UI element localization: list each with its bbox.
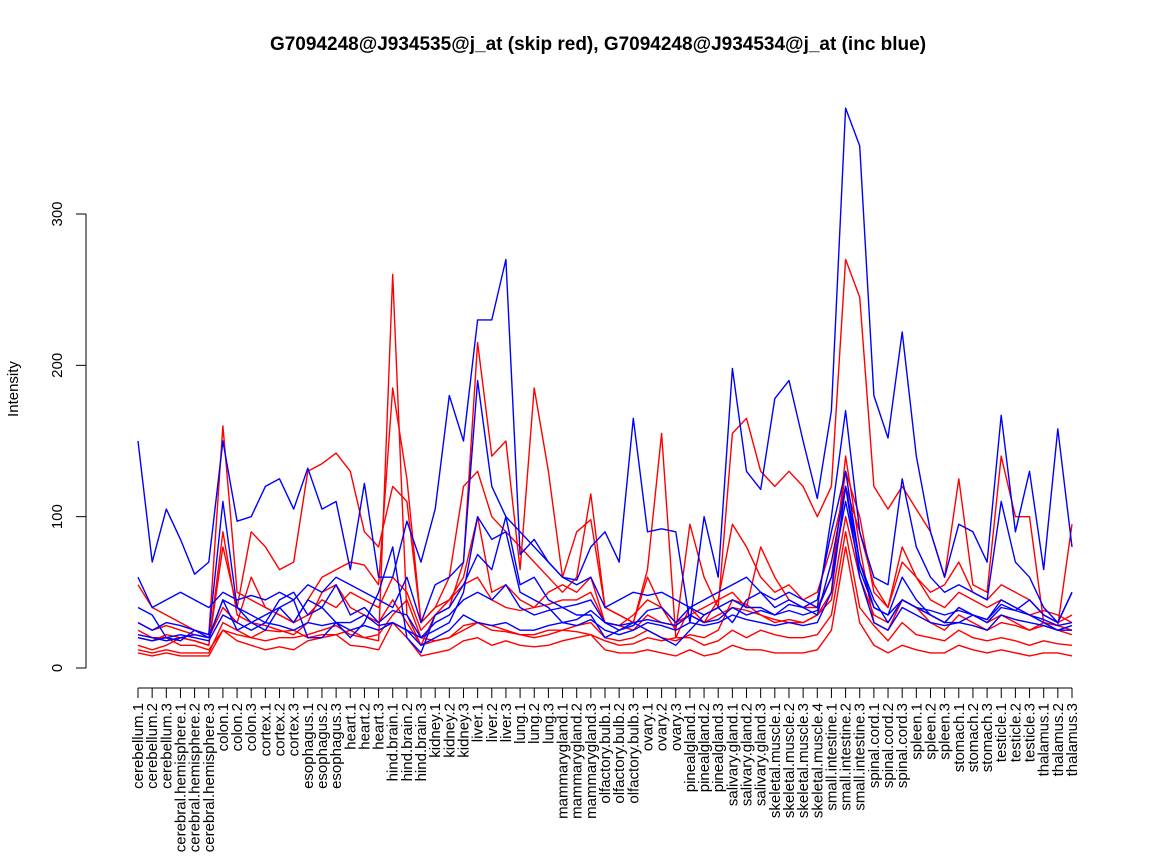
x-tick-label: cortex.2 xyxy=(272,703,289,756)
x-tick-label: spleen.2 xyxy=(922,703,939,760)
y-tick-label: 300 xyxy=(49,201,66,226)
x-tick-label: cerebral.hemisphere.3 xyxy=(201,703,218,852)
x-tick-label: salivary.gland.2 xyxy=(739,703,756,806)
x-tick-label: olfactory.bulb.3 xyxy=(625,703,642,804)
x-tick-label: thalamus.3 xyxy=(1064,703,1081,776)
x-tick-label: cerebral.hemisphere.2 xyxy=(187,703,204,852)
x-axis: cerebellum.1cerebellum.2cerebellum.3cere… xyxy=(130,687,1081,852)
x-tick-label: skeletal.muscle.1 xyxy=(767,703,784,818)
x-tick-label: cerebellum.3 xyxy=(158,703,175,789)
x-tick-label: pinealgland.2 xyxy=(696,703,713,792)
x-tick-label: cerebral.hemisphere.1 xyxy=(172,703,189,852)
x-tick-label: skeletal.muscle.2 xyxy=(781,703,798,818)
x-tick-label: mammarygland.3 xyxy=(583,703,600,819)
x-tick-label: thalamus.2 xyxy=(1050,703,1067,776)
x-tick-label: ovary.3 xyxy=(668,703,685,751)
x-tick-label: mammarygland.2 xyxy=(569,703,586,819)
x-tick-label: olfactory.bulb.2 xyxy=(611,703,628,804)
x-tick-label: thalamus.1 xyxy=(1036,703,1053,776)
series-line-11 xyxy=(137,485,1072,646)
x-tick-label: liver.1 xyxy=(470,703,487,742)
x-tick-label: liver.3 xyxy=(498,703,515,742)
x-tick-label: stomach.2 xyxy=(965,703,982,772)
x-tick-label: lung.2 xyxy=(526,703,543,744)
x-tick-label: heart.1 xyxy=(342,703,359,750)
x-tick-label: spinal.cord.3 xyxy=(894,703,911,788)
series-line-2 xyxy=(137,273,1073,654)
series-line-5 xyxy=(137,546,1073,657)
x-tick-label: spleen.1 xyxy=(908,703,925,760)
x-tick-label: colon.2 xyxy=(229,703,246,751)
series-line-10 xyxy=(137,485,1073,642)
y-axis-label: Intensity xyxy=(5,361,22,417)
series-line-8 xyxy=(137,107,1073,624)
x-tick-label: testicle.3 xyxy=(1022,703,1039,762)
x-tick-label: esophagus.2 xyxy=(314,703,331,789)
x-tick-label: spinal.cord.2 xyxy=(880,703,897,788)
x-tick-label: hind.brain.1 xyxy=(385,703,402,781)
x-tick-label: salivary.gland.1 xyxy=(724,703,741,806)
x-tick-label: cerebellum.2 xyxy=(144,703,161,789)
series-line-3 xyxy=(137,387,1073,636)
x-tick-label: colon.1 xyxy=(215,703,232,751)
x-tick-label: pinealgland.1 xyxy=(682,703,699,792)
x-tick-label: kidney.2 xyxy=(441,703,458,758)
x-tick-label: small.intestine.1 xyxy=(823,703,840,811)
x-tick-label: cortex.3 xyxy=(286,703,303,756)
x-tick-label: esophagus.3 xyxy=(328,703,345,789)
chart-title: G7094248@J934535@j_at (skip red), G70942… xyxy=(270,34,926,55)
x-tick-label: spinal.cord.1 xyxy=(866,703,883,788)
x-tick-label: heart.3 xyxy=(371,703,388,750)
x-tick-label: stomach.3 xyxy=(979,703,996,772)
series-line-9 xyxy=(137,379,1073,624)
x-tick-label: ovary.1 xyxy=(639,703,656,751)
series-line-13 xyxy=(137,500,1073,639)
x-tick-label: testicle.1 xyxy=(993,703,1010,762)
x-tick-label: small.intestine.2 xyxy=(838,703,855,811)
x-tick-label: heart.2 xyxy=(356,703,373,750)
x-tick-label: skeletal.muscle.4 xyxy=(809,703,826,818)
y-tick-label: 200 xyxy=(49,353,66,378)
x-tick-label: salivary.gland.3 xyxy=(753,703,770,806)
x-tick-label: pinealgland.3 xyxy=(710,703,727,792)
x-tick-label: colon.3 xyxy=(243,703,260,751)
x-tick-label: esophagus.1 xyxy=(300,703,317,789)
x-tick-label: spleen.3 xyxy=(937,703,954,760)
x-tick-label: ovary.2 xyxy=(654,703,671,751)
y-axis: 0 100 200 300 xyxy=(49,201,87,672)
x-tick-label: cortex.1 xyxy=(257,703,274,756)
x-tick-label: hind.brain.3 xyxy=(413,703,430,781)
x-tick-label: stomach.1 xyxy=(951,703,968,772)
x-tick-label: skeletal.muscle.3 xyxy=(795,703,812,818)
x-tick-label: kidney.3 xyxy=(455,703,472,758)
x-tick-label: small.intestine.3 xyxy=(852,703,869,811)
x-tick-label: kidney.1 xyxy=(427,703,444,758)
x-tick-label: mammarygland.1 xyxy=(555,703,572,819)
x-tick-label: lung.1 xyxy=(512,703,529,744)
x-tick-label: testicle.2 xyxy=(1007,703,1024,762)
series-lines xyxy=(137,107,1073,657)
x-tick-label: lung.3 xyxy=(540,703,557,744)
x-tick-label: cerebellum.1 xyxy=(130,703,147,789)
x-tick-label: hind.brain.2 xyxy=(399,703,416,781)
y-tick-label: 0 xyxy=(49,664,66,672)
y-tick-label: 100 xyxy=(49,504,66,529)
x-tick-label: olfactory.bulb.1 xyxy=(597,703,614,804)
x-tick-label: liver.2 xyxy=(484,703,501,742)
